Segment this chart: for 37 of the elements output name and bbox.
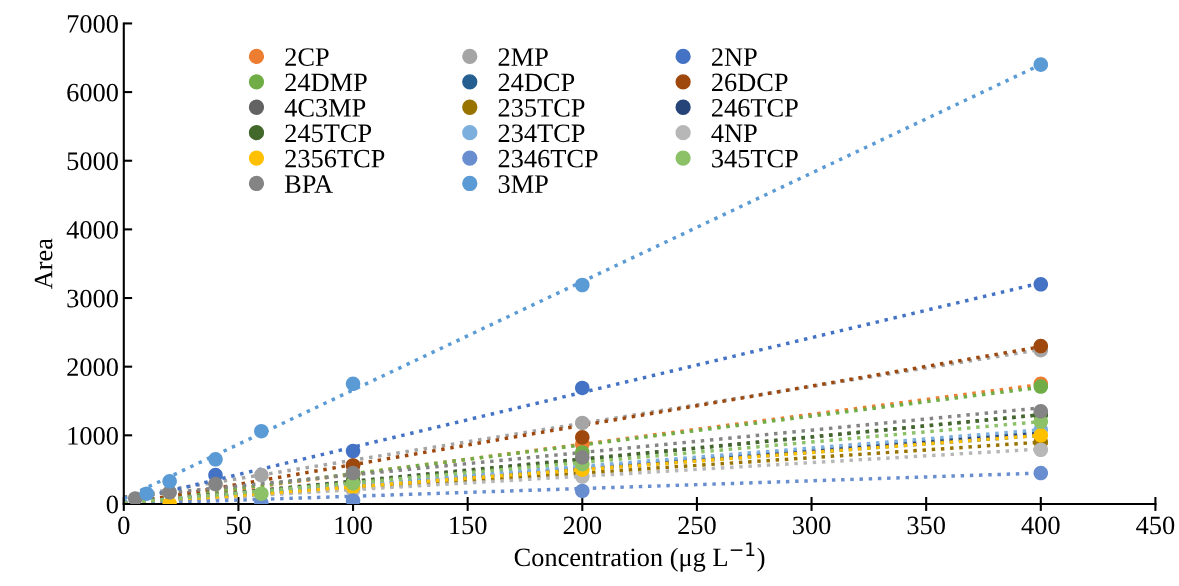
y-tick-label: 1000 [68,426,118,445]
legend-label: 26DCP [711,73,788,92]
legend-label: 234TCP [498,124,585,143]
y-tick-label: 4000 [66,220,118,239]
x-tick-label: 350 [907,516,945,535]
y-tick-label: 0 [106,495,118,514]
y-tick-label: 6000 [67,83,118,102]
x-tick-label: 0 [118,516,130,535]
legend-label: 245TCP [285,124,372,143]
legend-label: 2356TCP [285,149,385,168]
y-axis-title: Area [34,238,53,290]
x-tick-label: 450 [1136,516,1175,535]
y-tick-label: 3000 [67,289,118,308]
legend-label: 235TCP [498,99,585,117]
legend-label: 2NP [711,48,757,66]
legend-label: BPA [284,175,333,193]
legend-label: 2MP [498,48,548,66]
x-tick-label: 100 [335,516,372,535]
legend-label: 3MP [498,175,548,193]
y-tick-label: 2000 [67,358,118,377]
x-tick-label: 400 [1021,516,1060,535]
legend-label: 4NP [711,124,757,142]
legend-label: 2346TCP [498,149,598,168]
legend-label: 24DCP [498,73,575,92]
legend-label: 345TCP [712,149,798,168]
legend-label: 2CP [285,48,329,66]
x-tick-label: 150 [450,516,487,535]
legend-label: 246TCP [711,99,798,117]
x-tick-label: 250 [678,516,716,535]
y-tick-label: 5000 [67,152,118,171]
x-tick-label: 50 [226,516,251,535]
legend-label: 4C3MP [284,99,366,117]
x-tick-label: 200 [563,516,602,535]
x-axis-title: Concentration (μg L$^{−1}$) [514,542,765,572]
y-tick-label: 7000 [67,15,118,33]
legend-label: 24DMP [285,73,367,92]
x-tick-label: 300 [793,516,831,535]
